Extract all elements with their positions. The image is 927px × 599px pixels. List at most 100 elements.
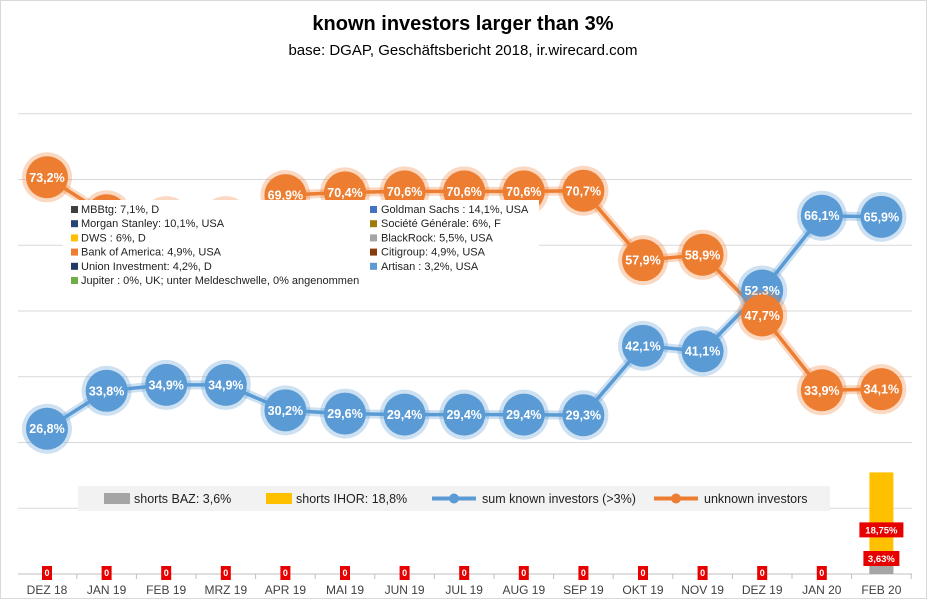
data-label: 70,6%	[446, 185, 481, 199]
data-label: 70,6%	[387, 185, 422, 199]
zero-label-bg	[280, 566, 291, 580]
data-label: 29,3%	[566, 409, 601, 423]
zero-label: 0	[104, 568, 109, 578]
data-point	[562, 394, 605, 437]
data-point	[502, 393, 545, 436]
investor-legend-item: Société Générale: 6%, F	[381, 218, 501, 230]
data-label: 70,6%	[506, 185, 541, 199]
zero-label-bg	[340, 566, 350, 580]
zero-label-bg	[816, 566, 827, 580]
zero-label-bg	[399, 566, 410, 580]
zero-label-bg	[518, 566, 529, 580]
data-point	[860, 195, 903, 238]
data-point	[145, 363, 188, 406]
ihor-bar-label-bg	[859, 522, 904, 538]
zero-label-bg	[101, 566, 112, 580]
x-tick-label: AUG 19	[502, 583, 545, 597]
series-legend-item: shorts IHOR: 18,8%	[296, 492, 407, 506]
data-point	[860, 368, 903, 411]
zero-label: 0	[521, 568, 526, 578]
data-label: 47,7%	[744, 309, 779, 323]
investor-legend-item: Artisan : 3,2%, USA	[381, 261, 479, 273]
zero-label: 0	[700, 568, 705, 578]
zero-label: 0	[402, 568, 407, 578]
data-label: 66,1%	[804, 209, 839, 223]
data-label: 41,1%	[685, 345, 720, 359]
investor-legend-item: DWS : 6%, D	[81, 232, 146, 244]
legend-swatch	[71, 248, 78, 256]
x-tick-label: SEP 19	[563, 583, 604, 597]
data-point	[26, 407, 68, 450]
zero-label: 0	[462, 568, 467, 578]
data-point	[562, 169, 605, 212]
zero-label: 0	[581, 568, 586, 578]
zero-label-bg	[638, 566, 648, 580]
data-label: 34,9%	[148, 378, 183, 392]
x-tick-label: DEZ 19	[742, 583, 783, 597]
series-legend-item: shorts BAZ: 3,6%	[134, 492, 231, 506]
data-point	[26, 156, 68, 199]
data-label: 29,4%	[387, 408, 422, 422]
zero-label-bg	[459, 566, 470, 580]
data-point	[85, 369, 128, 412]
zero-label: 0	[164, 568, 169, 578]
legend-swatch	[71, 262, 78, 270]
data-label: 30,2%	[268, 404, 303, 418]
x-tick-label: APR 19	[265, 583, 307, 597]
zero-label: 0	[760, 568, 765, 578]
legend-swatch	[71, 234, 78, 242]
zero-label-bg	[220, 566, 231, 580]
investor-legend-item: Union Investment: 4,2%, D	[81, 261, 212, 273]
data-label: 33,9%	[804, 384, 839, 398]
data-point	[383, 393, 426, 436]
legend-swatch	[71, 220, 78, 228]
data-label: 70,4%	[327, 186, 362, 200]
baz-bar-label-bg	[863, 551, 900, 566]
series-legend-marker	[449, 493, 459, 504]
zero-label-bg	[757, 566, 768, 580]
x-tick-label: DEZ 18	[27, 583, 68, 597]
data-point	[622, 324, 664, 367]
data-point	[800, 369, 843, 412]
zero-label: 0	[223, 568, 228, 578]
data-label: 58,9%	[685, 248, 720, 262]
x-tick-label: NOV 19	[681, 583, 724, 597]
investor-legend-item: BlackRock: 5,5%, USA	[381, 232, 494, 244]
zero-label: 0	[640, 568, 645, 578]
data-label: 57,9%	[625, 254, 660, 268]
zero-label-bg	[42, 566, 52, 580]
x-tick-label: JUN 19	[385, 583, 425, 597]
x-tick-label: FEB 20	[861, 583, 901, 597]
data-point	[324, 392, 366, 435]
investor-legend-item: Bank of America: 4,9%, USA	[81, 247, 222, 259]
data-label: 29,4%	[446, 408, 481, 422]
series-legend-item: sum known investors (>3%)	[482, 492, 636, 506]
zero-label-bg	[161, 566, 172, 580]
x-tick-label: OKT 19	[622, 583, 663, 597]
data-label: 69,9%	[268, 189, 303, 203]
data-point	[264, 389, 307, 432]
series-legend: shorts BAZ: 3,6% shorts IHOR: 18,8% sum kn…	[78, 486, 830, 511]
series-legend-marker	[671, 493, 681, 504]
bar-layer: 18,75% 3,63%	[859, 472, 904, 574]
data-label: 34,1%	[864, 383, 899, 397]
data-point	[681, 330, 724, 373]
x-tick-label: MRZ 19	[204, 583, 247, 597]
series-legend-swatch	[104, 493, 130, 504]
legend-swatch	[370, 262, 377, 270]
data-label: 70,7%	[566, 184, 601, 198]
data-point	[443, 393, 486, 436]
data-label: 29,6%	[327, 407, 362, 421]
data-point	[204, 363, 247, 406]
zero-label: 0	[283, 568, 288, 578]
data-label: 33,8%	[89, 384, 124, 398]
x-tick-label: MAI 19	[326, 583, 364, 597]
chart-title: known investors larger than 3%	[312, 13, 613, 35]
x-axis: DEZ 18 JAN 19 FEB 19 MRZ 19 APR 19 MAI 19 JUN …	[27, 574, 912, 597]
zero-label-bg	[697, 566, 708, 580]
legend-swatch	[370, 206, 377, 213]
zero-label-layer: 0 0 0 0 0 0 0 0 0 0 0 0 0 0	[42, 566, 827, 580]
investor-legend-item: Morgan Stanley: 10,1%, USA	[81, 218, 225, 230]
